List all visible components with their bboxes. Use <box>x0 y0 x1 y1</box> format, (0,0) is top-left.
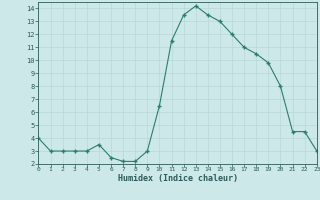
X-axis label: Humidex (Indice chaleur): Humidex (Indice chaleur) <box>118 174 238 183</box>
